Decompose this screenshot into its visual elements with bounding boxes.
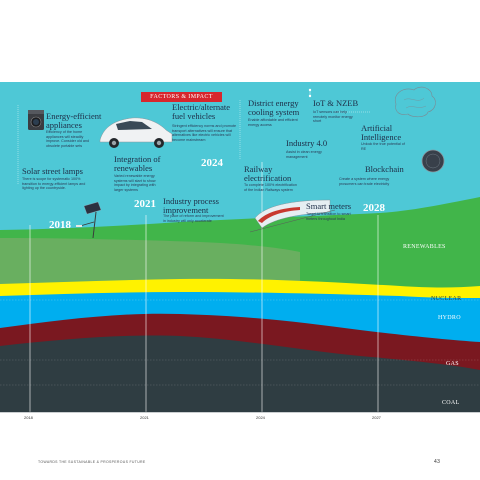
annotation-title-electric-vehicles: Electric/alternate fuel vehicles xyxy=(172,102,231,121)
annotation-text-railway: To complete 100% electrification of the … xyxy=(244,183,297,192)
annotation-title-iot: IoT & NZEB xyxy=(313,98,359,108)
annotation-text-blockchain: Create a system where energy prosumers c… xyxy=(339,177,390,186)
annotation-text-district: Enable affordable and efficient energy a… xyxy=(248,118,298,127)
page-number: 43 xyxy=(434,459,441,465)
washing-machine-icon xyxy=(28,110,44,130)
milestone-year-2028: 2028 xyxy=(363,202,385,214)
annotation-title-district: District energy cooling system xyxy=(248,98,300,117)
annotation-text-iot: IoT sensors can help remotely monitor en… xyxy=(313,110,353,124)
x-tick-label: 2027 xyxy=(372,415,381,420)
coal-area xyxy=(0,335,480,412)
band-label-coal: COAL xyxy=(442,400,460,406)
annotation-text-industry4: Assist in clean energy management xyxy=(286,150,322,159)
train-icon xyxy=(249,199,336,233)
band-label-renewables: RENEWABLES xyxy=(403,244,446,250)
milestone-year-2018: 2018 xyxy=(49,219,71,231)
footer-text: TOWARDS THE SUSTAINABLE & PROSPEROUS FUT… xyxy=(38,460,146,464)
annotation-text-smart-meters: Target to transition to smart meters thr… xyxy=(306,212,351,221)
annotation-text-renewables-integration: Varied renewable energy systems will sta… xyxy=(114,174,156,192)
annotation-title-renewables-integration: Integration of renewables xyxy=(114,154,161,173)
x-tick-label: 2018 xyxy=(24,415,33,420)
band-label-hydro: HYDRO xyxy=(438,315,461,321)
band-label-nuclear: NUCLEAR xyxy=(431,296,462,302)
annotation-title-smart-meters: Smart meters xyxy=(306,201,352,211)
annotation-text-ai: Unlock the true potential of RE xyxy=(361,142,405,151)
annotation-title-blockchain: Blockchain xyxy=(365,164,404,174)
annotation-text-electric-vehicles: Stringent efficiency norms and promote t… xyxy=(172,124,237,142)
annotation-title-solar: Solar street lamps xyxy=(22,166,83,176)
annotation-title-ai: Artificial Intelligence xyxy=(361,123,402,142)
coin-icon xyxy=(421,149,445,173)
circuit-icon xyxy=(308,88,312,98)
annotation-text-solar: There is scope for systematic 100% trans… xyxy=(22,177,86,191)
annotation-text-industry: The pace of reform and improvement in in… xyxy=(163,214,224,223)
milestone-year-2024: 2024 xyxy=(201,157,223,169)
x-tick-label: 2021 xyxy=(140,415,149,420)
car-icon xyxy=(99,117,173,148)
annotation-title-industry4: Industry 4.0 xyxy=(286,138,328,148)
annotation-title-energy-efficient: Energy-efficient appliances xyxy=(46,111,102,130)
x-tick-label: 2024 xyxy=(256,415,265,420)
brain-icon xyxy=(394,86,436,118)
band-label-gas: GAS xyxy=(446,361,459,367)
annotation-title-railway: Railway electrification xyxy=(244,164,292,183)
solar-lamp-icon xyxy=(76,201,102,239)
milestone-year-2021: 2021 xyxy=(134,198,156,210)
annotation-title-industry: Industry process improvement xyxy=(163,196,219,215)
annotation-text-energy-efficient: Efficiency of the home appliances will s… xyxy=(46,130,90,148)
header-tag: FACTORS & IMPACT xyxy=(141,92,222,102)
